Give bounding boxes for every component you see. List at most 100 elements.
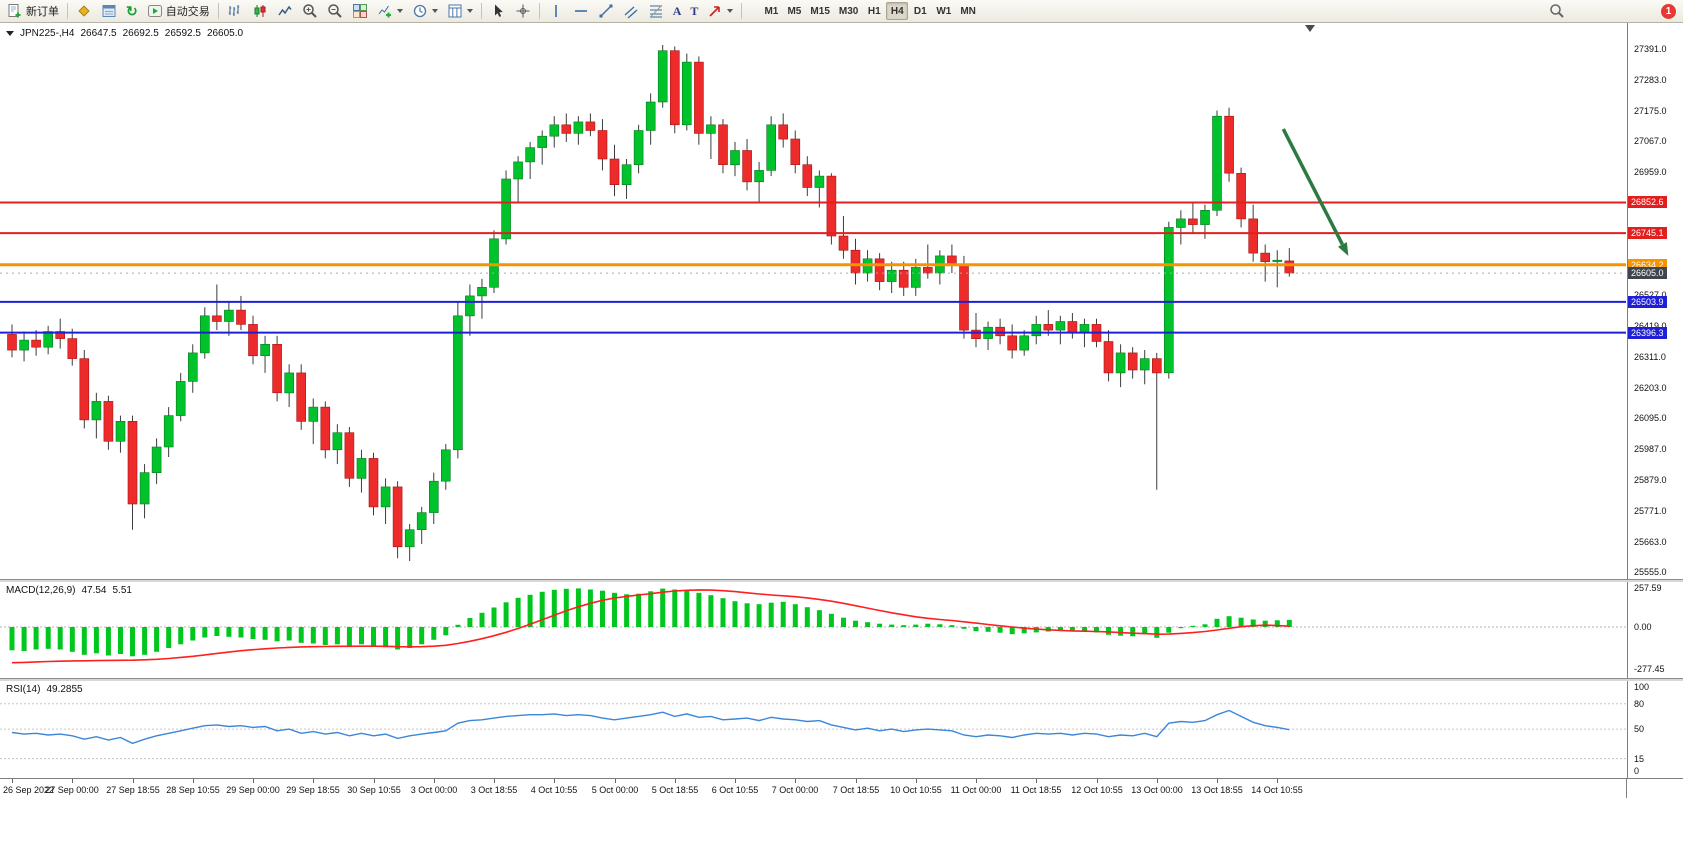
- candle-body: [802, 164, 813, 188]
- candle-body: [1224, 115, 1234, 174]
- macd-panel[interactable]: 257.59 0.00 -277.45 MACD(12,26,9) 47.54 5.…: [0, 582, 1683, 678]
- candle-body: [453, 315, 463, 451]
- cursor-button[interactable]: [486, 1, 510, 21]
- macd-histogram-bar: [1166, 627, 1172, 633]
- candle-body: [368, 458, 379, 508]
- annotation-arrow-head[interactable]: [1338, 242, 1349, 256]
- macd-histogram-bar: [1286, 619, 1292, 627]
- timeframe-button-m30[interactable]: M30: [835, 2, 862, 20]
- crosshair-button[interactable]: [511, 1, 535, 21]
- candlestick-button[interactable]: [248, 1, 272, 21]
- zoom-in-button[interactable]: [298, 1, 322, 21]
- ohlc-close: 26605.0: [206, 28, 244, 39]
- data-window-button[interactable]: [97, 1, 121, 21]
- macd-title: MACD(12,26,9): [6, 585, 76, 596]
- candle-body: [1019, 335, 1030, 351]
- timeframe-button-w1[interactable]: W1: [932, 2, 955, 20]
- toolbar-separator: [538, 3, 540, 19]
- macd-histogram-bar: [973, 627, 979, 632]
- tile-windows-button[interactable]: [348, 1, 372, 21]
- macd-histogram-bar: [274, 627, 280, 642]
- level-price-tag: 26745.1: [1628, 227, 1667, 239]
- candle-body: [1103, 341, 1114, 374]
- dropdown-caret-icon: [727, 9, 734, 13]
- zoom-out-button[interactable]: [323, 1, 347, 21]
- candle-body: [332, 432, 343, 451]
- panel-divider[interactable]: [0, 579, 1683, 582]
- price-chart-panel[interactable]: 27391.027283.027175.027067.026959.026851…: [0, 23, 1683, 579]
- refresh-button[interactable]: ↻: [122, 1, 142, 21]
- annotation-arrow-line[interactable]: [1281, 128, 1344, 246]
- candle-body: [224, 309, 234, 322]
- candle-body: [103, 401, 114, 442]
- periods-button[interactable]: [408, 1, 442, 21]
- candle-body: [1031, 324, 1042, 337]
- macd-histogram-bar: [238, 627, 244, 638]
- candle-body: [1139, 358, 1150, 371]
- time-axis[interactable]: 26 Sep 2022 27 Sep 00:00 27 Sep 18:55 28 Se…: [0, 778, 1683, 798]
- timeframe-button-m5[interactable]: M5: [783, 2, 805, 20]
- macd-histogram-bar: [81, 627, 87, 655]
- indicators-button[interactable]: [373, 1, 407, 21]
- chart-shift-marker[interactable]: [1305, 25, 1315, 32]
- candle-body: [910, 267, 921, 288]
- candle-body: [1007, 335, 1018, 351]
- candle-body: [284, 372, 295, 394]
- candle-body: [766, 124, 777, 171]
- line-chart-icon: [277, 3, 293, 19]
- time-axis-label: 5 Oct 18:55: [651, 785, 699, 795]
- arrow-tool-icon: [707, 3, 723, 19]
- macd-histogram-bar: [720, 598, 726, 627]
- candle-body: [1200, 210, 1210, 225]
- bar-chart-button[interactable]: [223, 1, 247, 21]
- indicators-icon: [377, 3, 393, 19]
- templates-button[interactable]: [443, 1, 477, 21]
- horizontal-line-button[interactable]: [569, 1, 593, 21]
- panel-divider[interactable]: [0, 678, 1683, 681]
- macd-axis[interactable]: 257.59 0.00 -277.45: [1627, 582, 1683, 678]
- time-axis-label: 29 Sep 18:55: [286, 785, 340, 795]
- macd-histogram-bar: [503, 602, 509, 628]
- label-button[interactable]: T: [686, 1, 702, 21]
- macd-histogram-bar: [190, 627, 196, 641]
- fibonacci-button[interactable]: [644, 1, 668, 21]
- rsi-panel[interactable]: 100 80 50 15 0 RSI(14) 49.2855: [0, 681, 1683, 778]
- candle-body: [392, 486, 403, 548]
- symbol-period: JPN225-,H4: [20, 28, 75, 39]
- time-axis-label: 29 Sep 00:00: [226, 785, 280, 795]
- text-button[interactable]: A: [669, 1, 686, 21]
- timeframe-button-h1[interactable]: H1: [863, 2, 885, 20]
- price-axis-label: 27391.0: [1634, 44, 1667, 54]
- candle-body: [1043, 324, 1054, 331]
- line-chart-button[interactable]: [273, 1, 297, 21]
- timeframe-button-m15[interactable]: M15: [806, 2, 833, 20]
- macd-histogram-bar: [636, 593, 642, 627]
- trendline-button[interactable]: [594, 1, 618, 21]
- search-button[interactable]: [1545, 1, 1569, 21]
- candle-body: [440, 449, 451, 482]
- macd-histogram-bar: [105, 627, 111, 656]
- time-axis-label: 11 Oct 18:55: [1010, 785, 1062, 795]
- timeframe-button-mn[interactable]: MN: [956, 2, 980, 20]
- candle-body: [549, 124, 560, 137]
- arrows-button[interactable]: [703, 1, 737, 21]
- macd-histogram-bar: [1106, 627, 1111, 635]
- timeframe-button-h4[interactable]: H4: [886, 2, 909, 20]
- macd-histogram-bar: [45, 627, 51, 649]
- channel-button[interactable]: [619, 1, 643, 21]
- price-axis[interactable]: 27391.027283.027175.027067.026959.026851…: [1627, 23, 1683, 579]
- candle-body: [838, 235, 849, 251]
- timeframe-button-d1[interactable]: D1: [909, 2, 931, 20]
- candle-body: [31, 339, 41, 348]
- autotrading-button[interactable]: 自动交易: [143, 1, 214, 21]
- notification-badge[interactable]: 1: [1661, 3, 1676, 19]
- vertical-line-button[interactable]: [544, 1, 568, 21]
- rsi-axis-label: 50: [1634, 724, 1645, 734]
- macd-histogram-bar: [949, 625, 955, 627]
- timeframe-button-m1[interactable]: M1: [760, 2, 782, 20]
- rsi-axis[interactable]: 100 80 50 15 0: [1627, 681, 1683, 778]
- candle-body: [826, 175, 837, 237]
- new-order-button[interactable]: 新订单: [3, 1, 63, 21]
- candle-body: [115, 420, 126, 442]
- market-watch-button[interactable]: [72, 1, 96, 21]
